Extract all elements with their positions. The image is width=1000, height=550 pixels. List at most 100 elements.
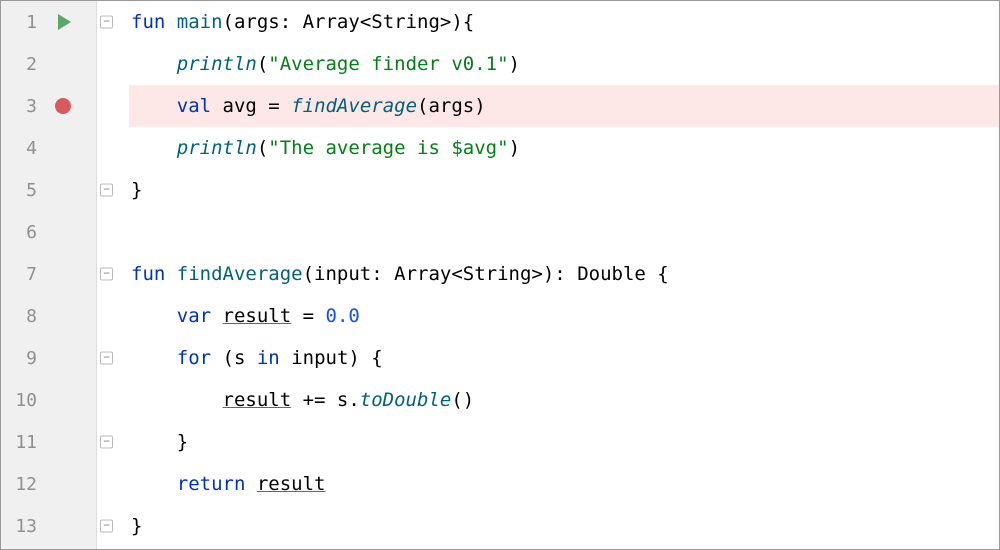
token-id: (input: [303, 263, 395, 285]
token-kw: fun [131, 11, 177, 33]
gutter-row[interactable]: 1 [1, 1, 96, 43]
fold-row [97, 85, 129, 127]
line-number: 5 [1, 180, 43, 201]
token-id: ) [509, 137, 520, 159]
code-line[interactable]: fun main(args: Array<String>){ [129, 1, 999, 43]
fold-row: − [97, 421, 129, 463]
line-number: 11 [1, 432, 43, 453]
fold-close-icon[interactable]: − [100, 184, 113, 197]
fold-row: − [97, 505, 129, 547]
code-line[interactable]: var result = 0.0 [129, 295, 999, 337]
line-number: 6 [1, 222, 43, 243]
token-id: () [451, 389, 474, 411]
token-str: $ [451, 137, 462, 159]
token-id: ( [257, 53, 268, 75]
token-id: >): [531, 263, 577, 285]
fold-row [97, 127, 129, 169]
token-id: (args) [417, 95, 486, 117]
breakpoint-icon[interactable] [55, 98, 71, 114]
code-line[interactable]: fun findAverage(input: Array<String>): D… [129, 253, 999, 295]
token-str: avg [463, 137, 497, 159]
fold-row [97, 463, 129, 505]
token-kw: fun [131, 263, 177, 285]
token-fn-decl: findAverage [177, 263, 303, 285]
fold-open-icon[interactable]: − [100, 16, 113, 29]
gutter-row[interactable]: 9 [1, 337, 96, 379]
token-id: ) [509, 53, 520, 75]
gutter-row[interactable]: 2 [1, 43, 96, 85]
token-id: >) [440, 11, 463, 33]
line-number: 7 [1, 264, 43, 285]
token-id: Array [394, 263, 451, 285]
token-fn-call: println [177, 137, 257, 159]
code-line[interactable]: } [129, 421, 999, 463]
gutter-row[interactable]: 13 [1, 505, 96, 547]
gutter-row[interactable]: 6 [1, 211, 96, 253]
token-id: Double [577, 263, 646, 285]
code-line[interactable]: } [129, 505, 999, 547]
token-fn-call: toDouble [360, 389, 452, 411]
token-id: result [223, 389, 292, 411]
gutter-row[interactable]: 5 [1, 169, 96, 211]
line-number: 2 [1, 54, 43, 75]
line-number: 12 [1, 474, 43, 495]
gutter-row[interactable]: 12 [1, 463, 96, 505]
run-icon[interactable] [58, 14, 71, 30]
code-line[interactable]: result += s.toDouble() [129, 379, 999, 421]
code-line[interactable]: } [129, 169, 999, 211]
code-line[interactable]: println("Average finder v0.1") [129, 43, 999, 85]
token-id: String [463, 263, 532, 285]
token-str: " [497, 137, 508, 159]
token-id: } [131, 179, 142, 201]
fold-row: − [97, 253, 129, 295]
token-kw: in [257, 347, 291, 369]
token-id: { [463, 11, 474, 33]
token-str: "Average finder v0.1" [268, 53, 508, 75]
token-id: ( [257, 137, 268, 159]
fold-open-icon[interactable]: − [100, 268, 113, 281]
gutter[interactable]: 12345678910111213 [1, 1, 97, 549]
line-number: 13 [1, 516, 43, 537]
gutter-row[interactable]: 3 [1, 85, 96, 127]
code-line[interactable]: val avg = findAverage(args) [129, 85, 999, 127]
gutter-row[interactable]: 10 [1, 379, 96, 421]
token-fn-call: findAverage [291, 95, 417, 117]
token-kw: return [177, 473, 257, 495]
token-fn-call: println [177, 53, 257, 75]
code-line[interactable] [129, 211, 999, 253]
code-area[interactable]: fun main(args: Array<String>){ println("… [129, 1, 999, 549]
gutter-row[interactable]: 4 [1, 127, 96, 169]
line-number: 9 [1, 348, 43, 369]
token-id: avg [223, 95, 257, 117]
fold-row [97, 211, 129, 253]
token-id: += s. [291, 389, 360, 411]
token-id: } [131, 515, 142, 537]
fold-row: − [97, 1, 129, 43]
token-id: String [371, 11, 440, 33]
token-id: } [177, 431, 188, 453]
fold-close-icon[interactable]: − [100, 520, 113, 533]
fold-row [97, 43, 129, 85]
line-number: 4 [1, 138, 43, 159]
token-num: 0.0 [326, 305, 360, 327]
gutter-row[interactable]: 11 [1, 421, 96, 463]
token-id: input) { [291, 347, 383, 369]
line-number: 1 [1, 12, 43, 33]
token-id: (args: [223, 11, 303, 33]
line-number: 8 [1, 306, 43, 327]
gutter-row[interactable]: 8 [1, 295, 96, 337]
code-line[interactable]: for (s in input) { [129, 337, 999, 379]
token-kw: val [177, 95, 223, 117]
token-id: result [223, 305, 292, 327]
fold-close-icon[interactable]: − [100, 436, 113, 449]
fold-column[interactable]: − − − − − − [97, 1, 129, 549]
token-id: < [360, 11, 371, 33]
token-id: { [646, 263, 669, 285]
code-editor[interactable]: 12345678910111213 −−−−−− fun main(args: … [1, 1, 999, 549]
code-line[interactable]: return result [129, 463, 999, 505]
gutter-row[interactable]: 7 [1, 253, 96, 295]
fold-row [97, 379, 129, 421]
fold-open-icon[interactable]: − [100, 352, 113, 365]
token-kw: var [177, 305, 223, 327]
code-line[interactable]: println("The average is $avg") [129, 127, 999, 169]
